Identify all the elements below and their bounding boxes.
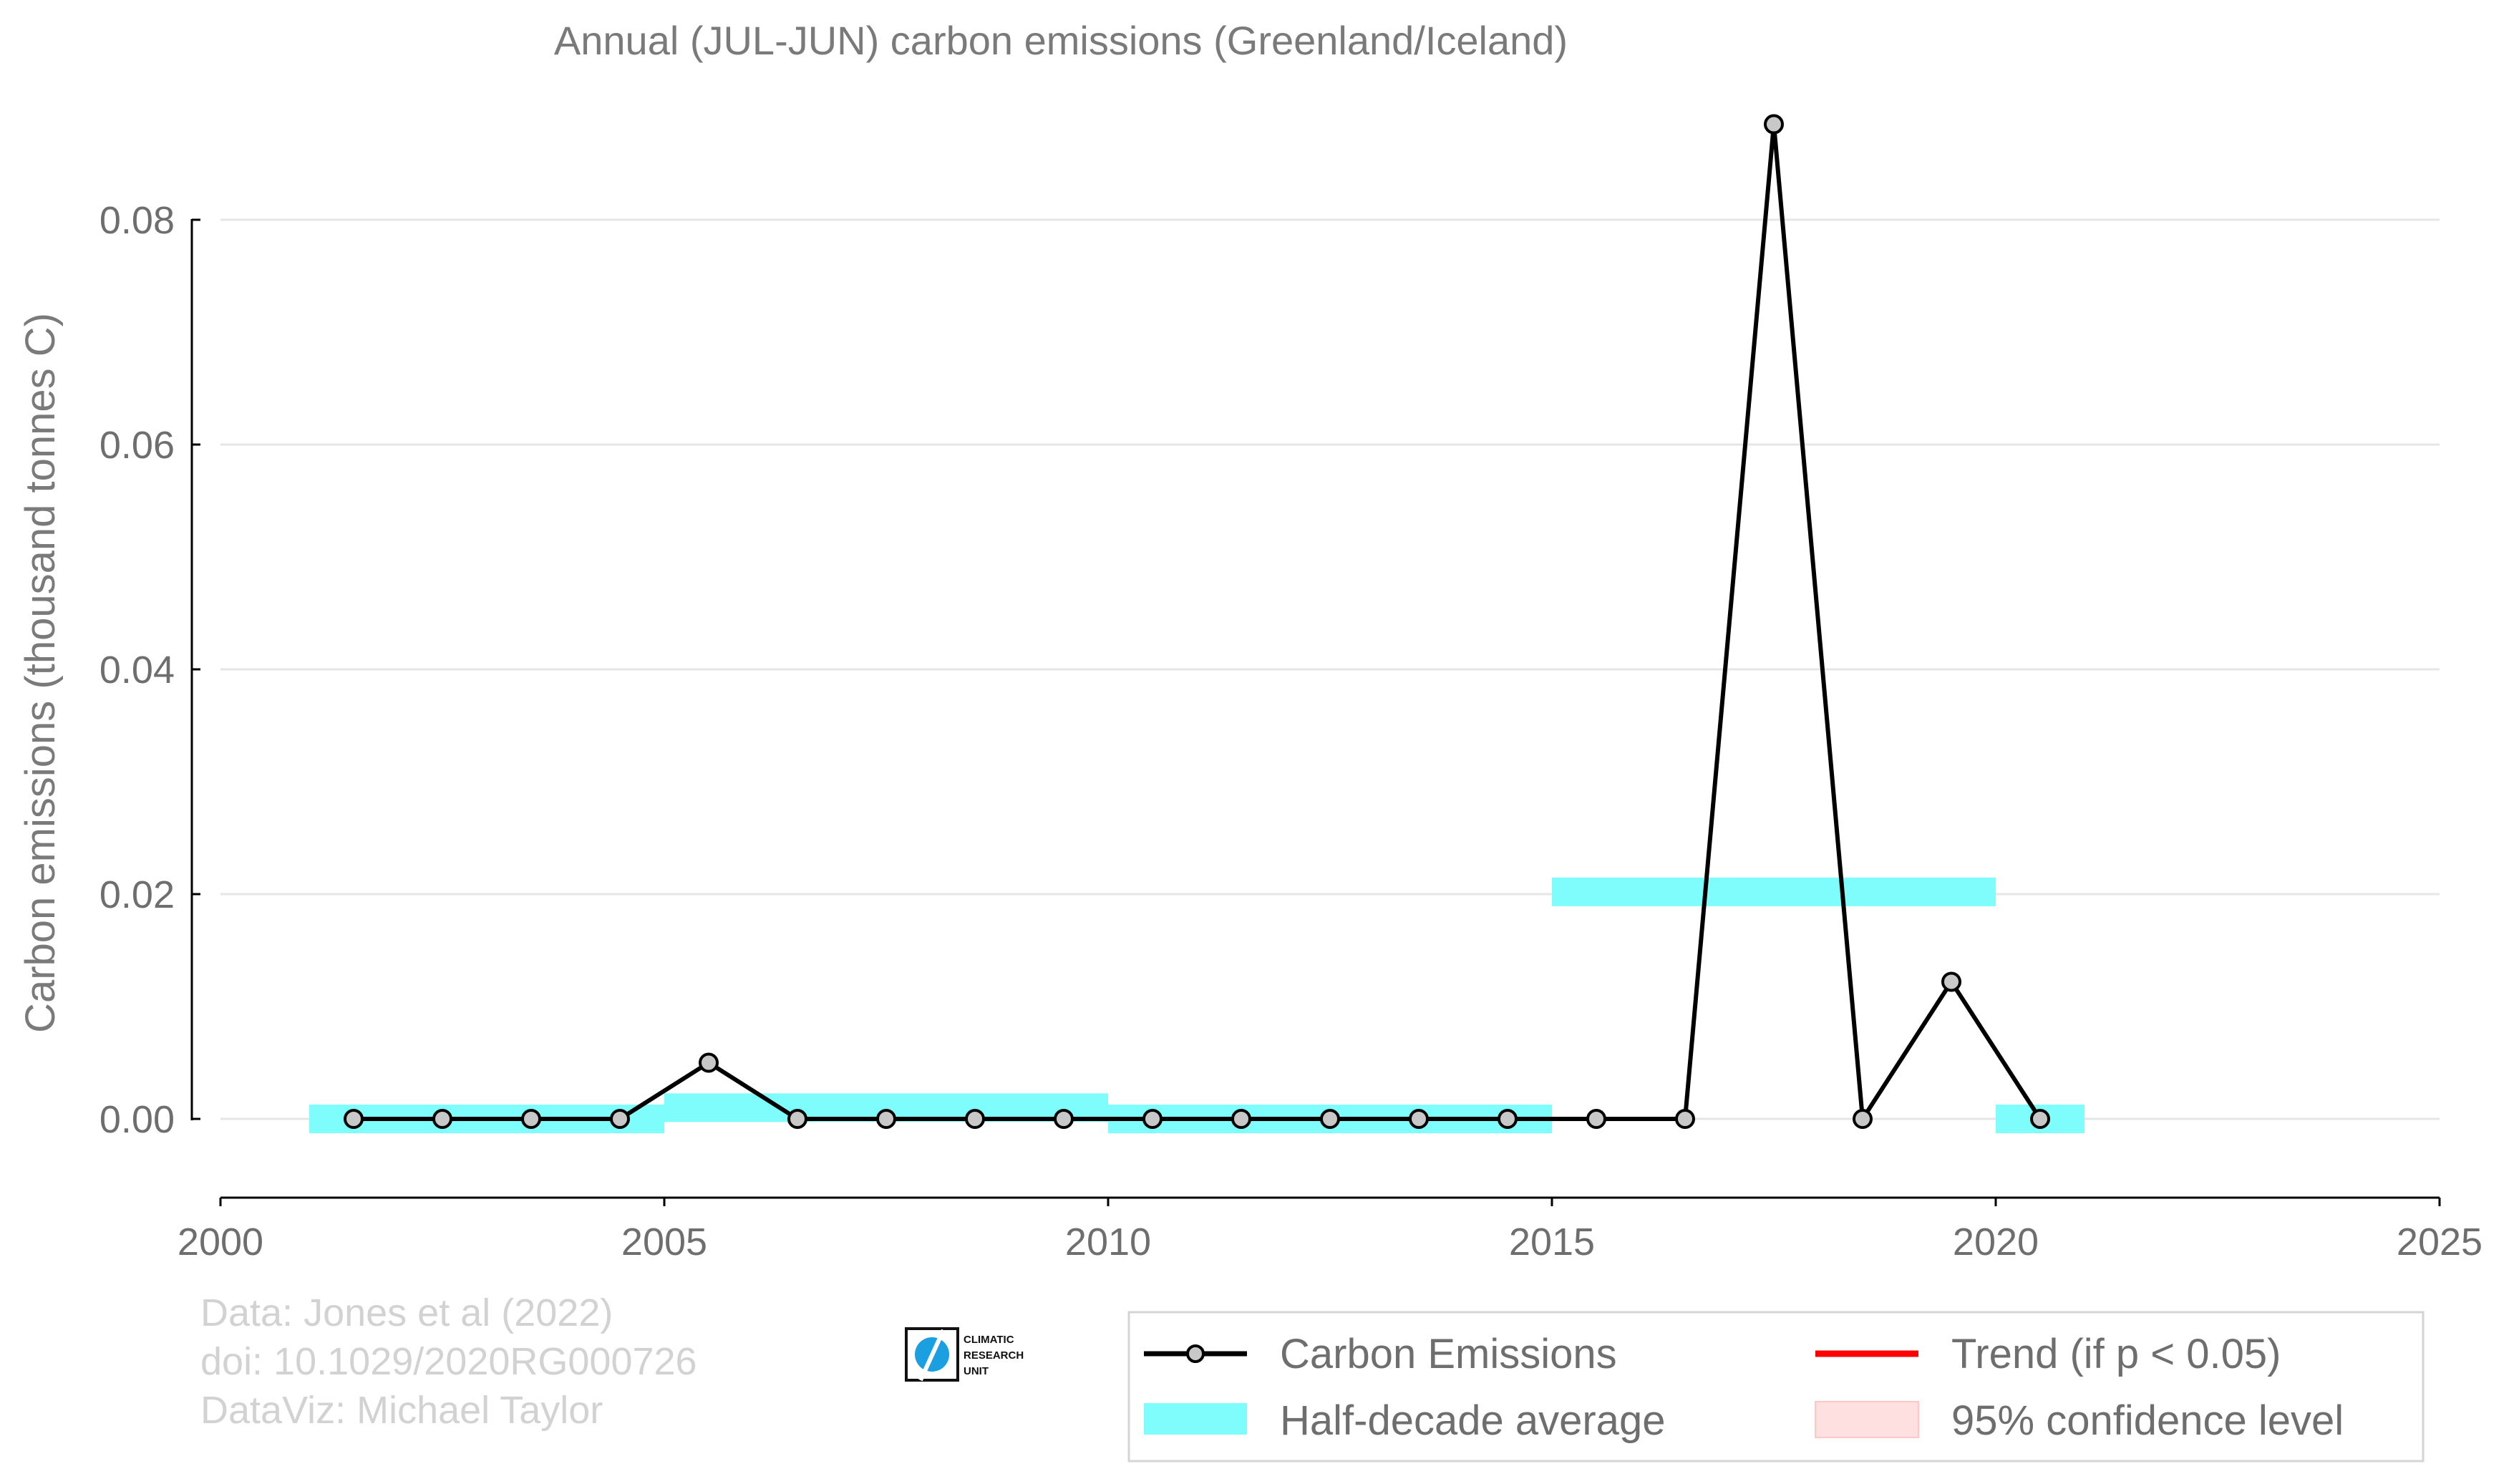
- data-point: [1320, 1109, 1340, 1129]
- legend: Carbon Emissions Trend (if p < 0.05) Hal…: [1127, 1311, 2425, 1463]
- legend-item-confidence: 95% confidence level: [1815, 1397, 2344, 1444]
- data-point: [787, 1109, 807, 1129]
- legend-item-trend: Trend (if p < 0.05): [1815, 1331, 2281, 1377]
- x-tick-label: 2000: [178, 1221, 263, 1264]
- legend-label-carbon-emissions: Carbon Emissions: [1280, 1331, 1617, 1377]
- legend-marker-swatch: [1186, 1344, 1205, 1363]
- data-point: [1142, 1109, 1163, 1129]
- y-tick-label: 0.02: [100, 873, 175, 916]
- credit-doi: doi: 10.1029/2020RG000726: [200, 1340, 697, 1383]
- x-tick-label: 2025: [2397, 1221, 2483, 1264]
- logo-line-3: UNIT: [964, 1365, 989, 1377]
- carbon-emissions-series: [344, 114, 2050, 1129]
- half-decade-bars: [309, 877, 2085, 1133]
- credit-dataviz: DataViz: Michael Taylor: [200, 1389, 603, 1432]
- data-point: [1498, 1109, 1518, 1129]
- gridlines: [220, 218, 2440, 1120]
- y-tick-label: 0.06: [100, 424, 175, 467]
- half-decade-bar: [1552, 877, 1996, 906]
- logo-line-1: CLIMATIC: [964, 1334, 1014, 1346]
- y-ticks: 0.00 0.02 0.04 0.06 0.08: [100, 199, 200, 1141]
- data-point: [610, 1109, 630, 1129]
- data-point: [2030, 1109, 2050, 1129]
- legend-half-decade-swatch: [1144, 1403, 1247, 1435]
- data-point: [965, 1109, 985, 1129]
- data-point: [1409, 1109, 1429, 1129]
- data-point: [1675, 1109, 1695, 1129]
- x-tick-label: 2015: [1509, 1221, 1595, 1264]
- logo-line-2: RESEARCH: [964, 1349, 1024, 1362]
- legend-frame: [1127, 1311, 2425, 1463]
- legend-item-half-decade: Half-decade average: [1144, 1397, 1665, 1444]
- y-axis-label: Carbon emissions (thousand tonnes C): [17, 313, 64, 1033]
- chart-title: Annual (JUL-JUN) carbon emissions (Green…: [554, 18, 1568, 63]
- data-point: [1586, 1109, 1606, 1129]
- data-point: [344, 1109, 364, 1129]
- axes: [190, 219, 2440, 1199]
- legend-label-confidence: 95% confidence level: [1951, 1397, 2344, 1444]
- y-tick-label: 0.00: [100, 1098, 175, 1141]
- data-point: [521, 1109, 541, 1129]
- legend-label-half-decade: Half-decade average: [1280, 1397, 1665, 1444]
- x-tick-label: 2010: [1065, 1221, 1151, 1264]
- y-tick-label: 0.04: [100, 649, 175, 692]
- x-tick-label: 2005: [621, 1221, 707, 1264]
- data-point: [432, 1109, 452, 1129]
- data-point: [1853, 1109, 1873, 1129]
- cru-logo: CLIMATIC RESEARCH UNIT: [905, 1327, 1024, 1382]
- data-point: [1231, 1109, 1251, 1129]
- data-point: [699, 1052, 719, 1073]
- legend-label-trend: Trend (if p < 0.05): [1951, 1331, 2281, 1377]
- data-point: [1764, 114, 1784, 135]
- emissions-line: [354, 122, 2042, 1121]
- x-tick-label: 2020: [1953, 1221, 2039, 1264]
- data-point: [1054, 1109, 1074, 1129]
- credit-data-source: Data: Jones et al (2022): [200, 1291, 613, 1334]
- x-ticks: 2000 2005 2010 2015 2020 2025: [178, 1198, 2483, 1264]
- data-point: [876, 1109, 896, 1129]
- legend-confidence-swatch: [1815, 1401, 1919, 1438]
- logo-slash: [918, 1329, 946, 1382]
- data-point: [1941, 971, 1961, 992]
- y-tick-label: 0.08: [100, 199, 175, 242]
- legend-item-carbon-emissions: Carbon Emissions: [1144, 1331, 1617, 1377]
